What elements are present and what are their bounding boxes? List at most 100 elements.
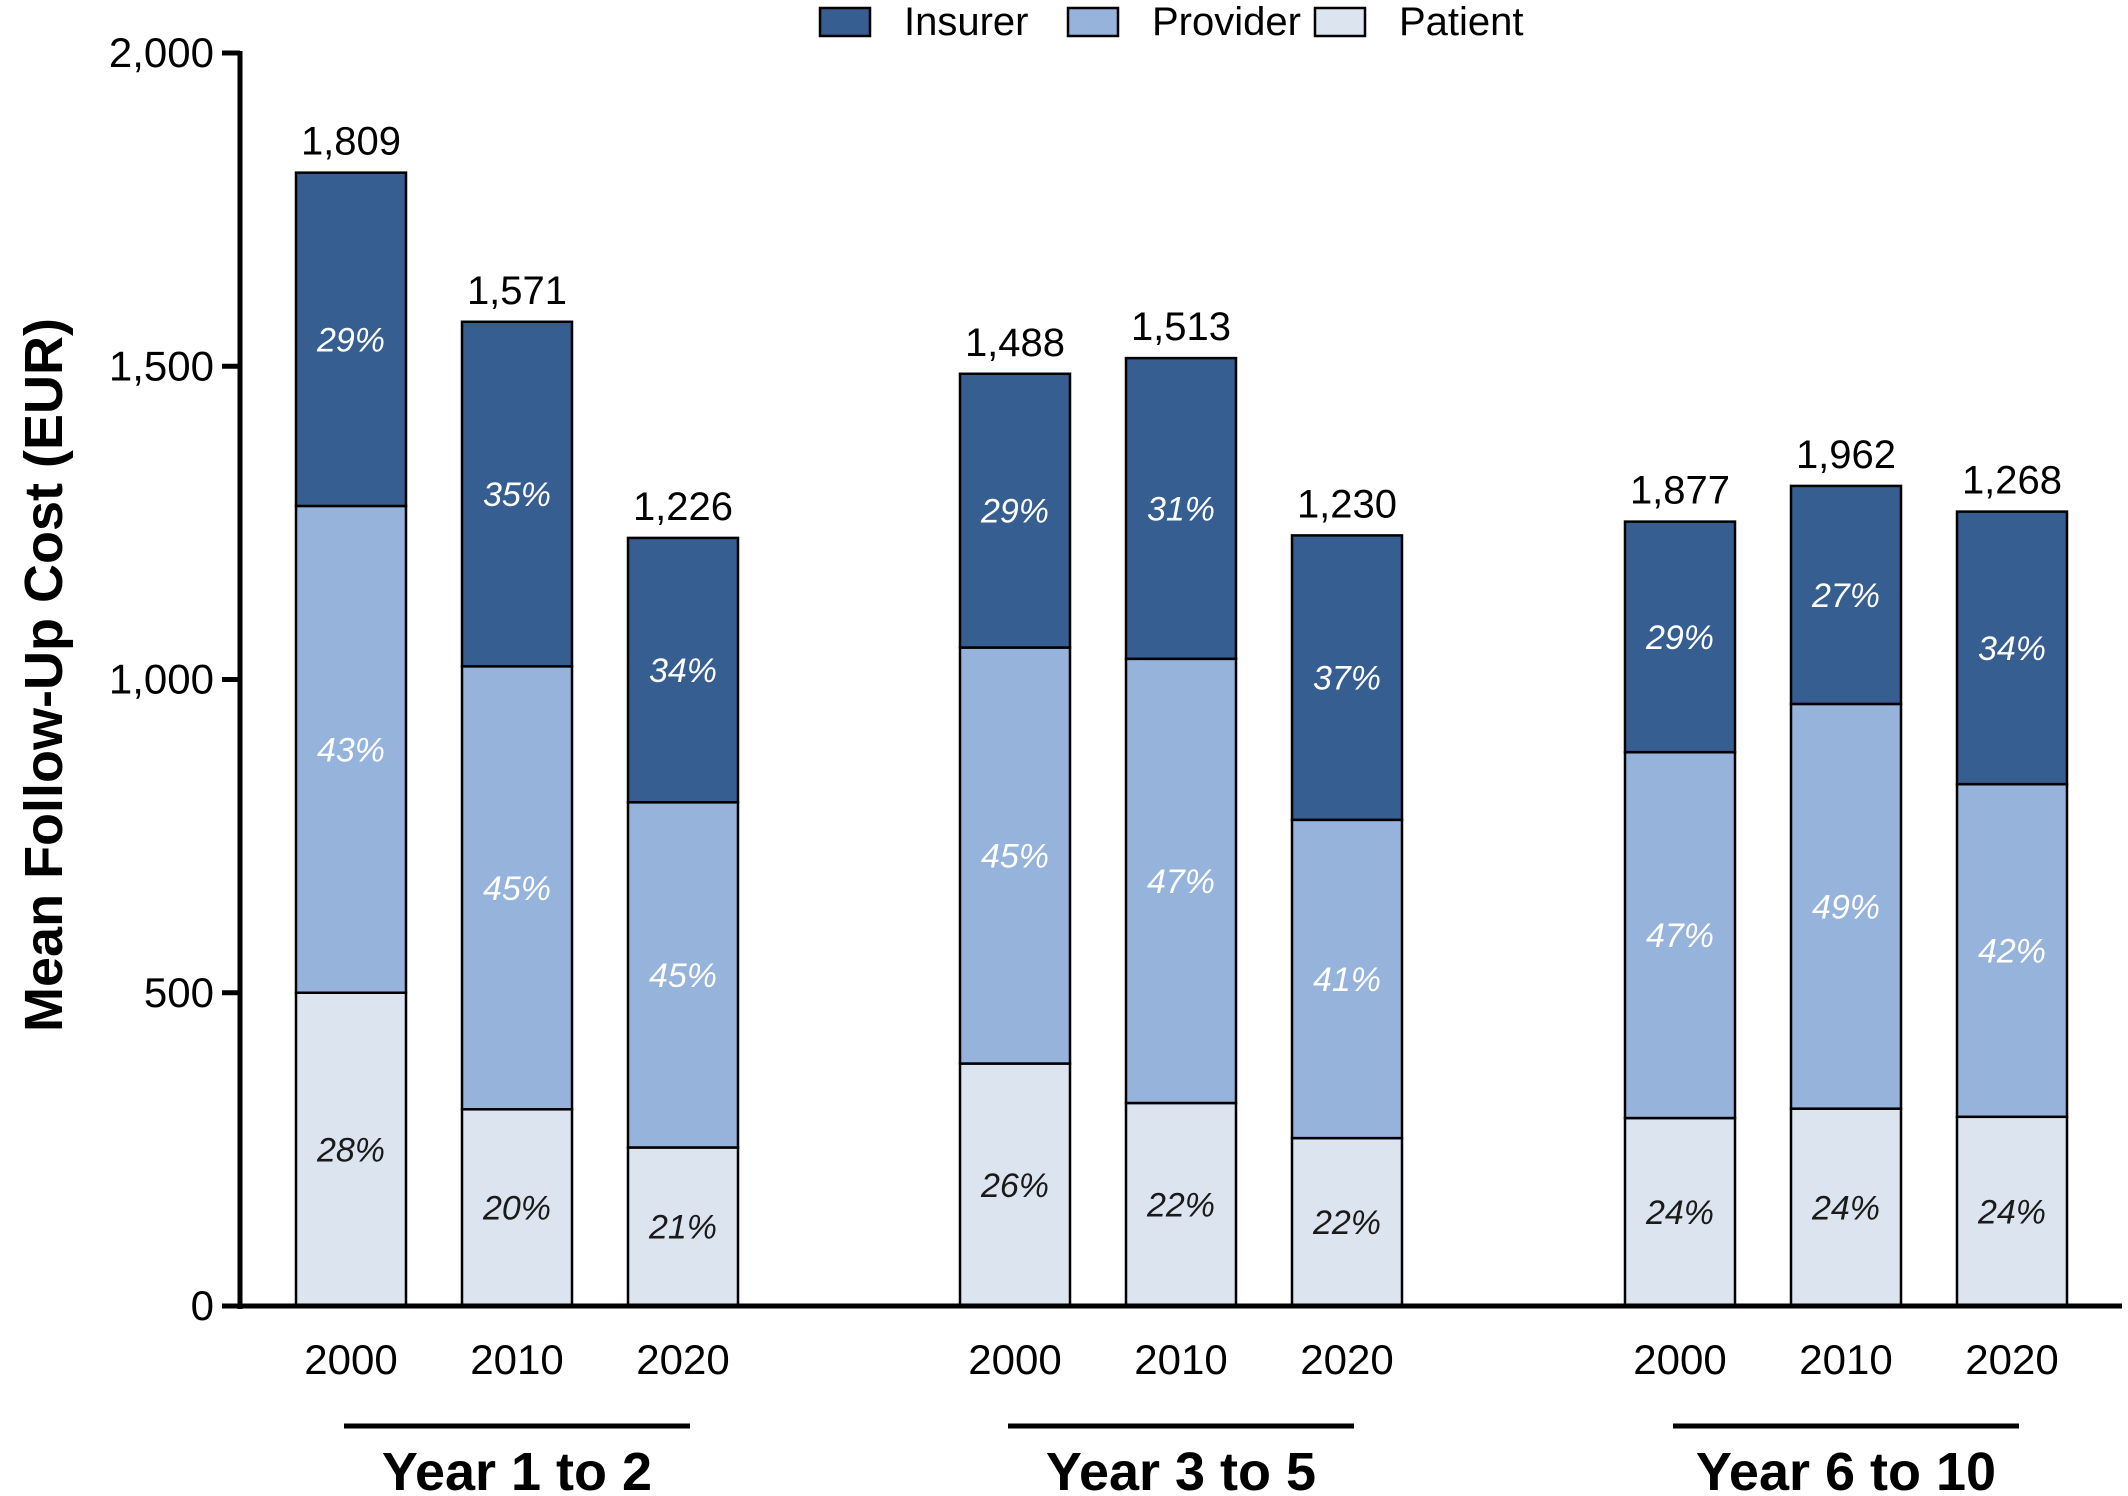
- total-label: 1,809: [301, 120, 401, 164]
- percent-label-provider: 45%: [981, 838, 1049, 876]
- percent-label-insurer: 34%: [649, 652, 717, 690]
- percent-label-insurer: 29%: [1645, 619, 1714, 657]
- y-tick-label: 0: [191, 1282, 214, 1329]
- stacked-bar: 21% 45% 34% 1,226: [626, 485, 740, 1308]
- percent-label-patient: 26%: [980, 1167, 1049, 1205]
- stacked-bar: 22% 41% 37% 1,230: [1290, 482, 1404, 1308]
- stacked-bar: 22% 47% 31% 1,513: [1124, 305, 1238, 1308]
- bar-segment-provider: [626, 801, 740, 1149]
- bar-segment-insurer: [1623, 520, 1737, 754]
- percent-label-patient: 21%: [648, 1209, 717, 1247]
- bar-segment-insurer: [1955, 510, 2069, 786]
- bar-segment-patient: [1290, 1136, 1404, 1308]
- bars: 28% 43% 29% 1,809 20% 45% 35% 1,571 21% 45% 34% 1,2…: [294, 120, 2069, 1308]
- total-label: 1,513: [1131, 305, 1231, 349]
- percent-label-provider: 41%: [1313, 961, 1381, 999]
- bar-segment-insurer: [460, 320, 574, 668]
- bar-segment-patient: [958, 1062, 1072, 1308]
- bar-segment-insurer: [1290, 534, 1404, 822]
- legend-swatch: [1313, 6, 1367, 38]
- legend-item-insurer: Insurer: [818, 0, 1029, 44]
- stacked-bar: 20% 45% 35% 1,571: [460, 269, 574, 1308]
- bar-segment-provider: [460, 665, 574, 1111]
- x-tick-label: 2020: [1965, 1336, 2058, 1383]
- bar-segment-insurer: [958, 372, 1072, 649]
- y-tick-label: 500: [144, 969, 214, 1016]
- percent-label-provider: 45%: [483, 870, 551, 908]
- percent-label-insurer: 37%: [1313, 660, 1381, 698]
- bar-segment-provider: [294, 504, 408, 994]
- percent-label-patient: 22%: [1146, 1187, 1215, 1225]
- legend-label: Provider: [1152, 0, 1301, 44]
- total-label: 1,962: [1796, 433, 1896, 477]
- percent-label-provider: 42%: [1978, 932, 2046, 970]
- percent-label-insurer: 27%: [1811, 577, 1880, 615]
- y-axis-title: Mean Follow-Up Cost (EUR): [14, 318, 74, 1032]
- bar-segment-patient: [626, 1146, 740, 1308]
- x-tick-label: 2000: [304, 1336, 397, 1383]
- bar-segment-insurer: [1124, 356, 1238, 661]
- x-tick-label: 2010: [470, 1336, 563, 1383]
- total-label: 1,488: [965, 321, 1065, 365]
- x-tick-label: 2020: [1300, 1336, 1393, 1383]
- bar-segment-provider: [958, 646, 1072, 1065]
- group-label: Year 1 to 2: [382, 1442, 652, 1496]
- percent-label-provider: 49%: [1812, 888, 1880, 926]
- bar-segment-patient: [1124, 1101, 1238, 1308]
- bar-segment-provider: [1290, 818, 1404, 1140]
- percent-label-patient: 24%: [1977, 1193, 2046, 1231]
- bar-segment-provider: [1623, 750, 1737, 1120]
- bar-segment-patient: [1623, 1116, 1737, 1308]
- percent-label-patient: 24%: [1645, 1194, 1714, 1232]
- percent-label-provider: 47%: [1147, 863, 1215, 901]
- bar-segment-insurer: [294, 171, 408, 508]
- x-tick-label: 2000: [1633, 1336, 1726, 1383]
- legend-label: Patient: [1399, 0, 1524, 44]
- group-label: Year 3 to 5: [1046, 1442, 1316, 1496]
- bar-group: 24% 47% 29% 1,877 24% 49% 27% 1,962 24% 42% 34% 1,2…: [1623, 433, 2069, 1308]
- total-label: 1,268: [1962, 459, 2062, 503]
- percent-label-provider: 47%: [1646, 917, 1714, 955]
- bar-segment-insurer: [626, 536, 740, 804]
- x-tick-label: 2000: [968, 1336, 1061, 1383]
- total-label: 1,877: [1630, 469, 1730, 513]
- legend-item-patient: Patient: [1313, 0, 1524, 44]
- stacked-bar: 24% 49% 27% 1,962: [1789, 433, 1903, 1308]
- total-label: 1,226: [633, 485, 733, 529]
- percent-label-insurer: 31%: [1147, 490, 1215, 528]
- percent-label-insurer: 29%: [980, 493, 1049, 531]
- legend-label: Insurer: [904, 0, 1029, 44]
- x-axis: 2000 2010 2020 2000 2010 2020 2000 2010 2020: [238, 1303, 2122, 1383]
- total-label: 1,230: [1297, 482, 1397, 526]
- bar-segment-provider: [1789, 702, 1903, 1110]
- percent-label-insurer: 29%: [316, 321, 385, 359]
- y-axis: 0 500 1,000 1,500 2,000: [109, 29, 243, 1329]
- stacked-bar: 28% 43% 29% 1,809: [294, 120, 408, 1308]
- percent-label-insurer: 35%: [483, 476, 551, 514]
- group-labels: Year 1 to 2 Year 3 to 5 Year 6 to 10: [344, 1423, 2019, 1496]
- y-tick-label: 1,000: [109, 656, 214, 703]
- legend-swatch: [818, 6, 872, 38]
- y-tick-label: 1,500: [109, 342, 214, 389]
- x-tick-label: 2010: [1134, 1336, 1227, 1383]
- bar-segment-patient: [1955, 1115, 2069, 1308]
- bar-segment-insurer: [1789, 484, 1903, 706]
- percent-label-patient: 20%: [482, 1190, 551, 1228]
- percent-label-provider: 43%: [317, 731, 385, 769]
- legend: Insurer Provider Patient: [818, 0, 1524, 44]
- legend-item-provider: Provider: [1066, 0, 1301, 44]
- y-tick-label: 2,000: [109, 29, 214, 76]
- total-label: 1,571: [467, 269, 567, 313]
- bar-segment-patient: [1789, 1107, 1903, 1308]
- stacked-bar: 26% 45% 29% 1,488: [958, 321, 1072, 1308]
- stacked-bar: 24% 47% 29% 1,877: [1623, 469, 1737, 1308]
- bar-group: 28% 43% 29% 1,809 20% 45% 35% 1,571 21% 45% 34% 1,2…: [294, 120, 740, 1308]
- bar-segment-provider: [1955, 782, 2069, 1119]
- percent-label-patient: 28%: [316, 1131, 385, 1169]
- x-tick-label: 2020: [636, 1336, 729, 1383]
- bar-group: 26% 45% 29% 1,488 22% 47% 31% 1,513 22% 41% 37% 1,2…: [958, 305, 1404, 1308]
- stacked-bar: 24% 42% 34% 1,268: [1955, 459, 2069, 1308]
- percent-label-provider: 45%: [649, 957, 717, 995]
- group-label: Year 6 to 10: [1696, 1442, 1996, 1496]
